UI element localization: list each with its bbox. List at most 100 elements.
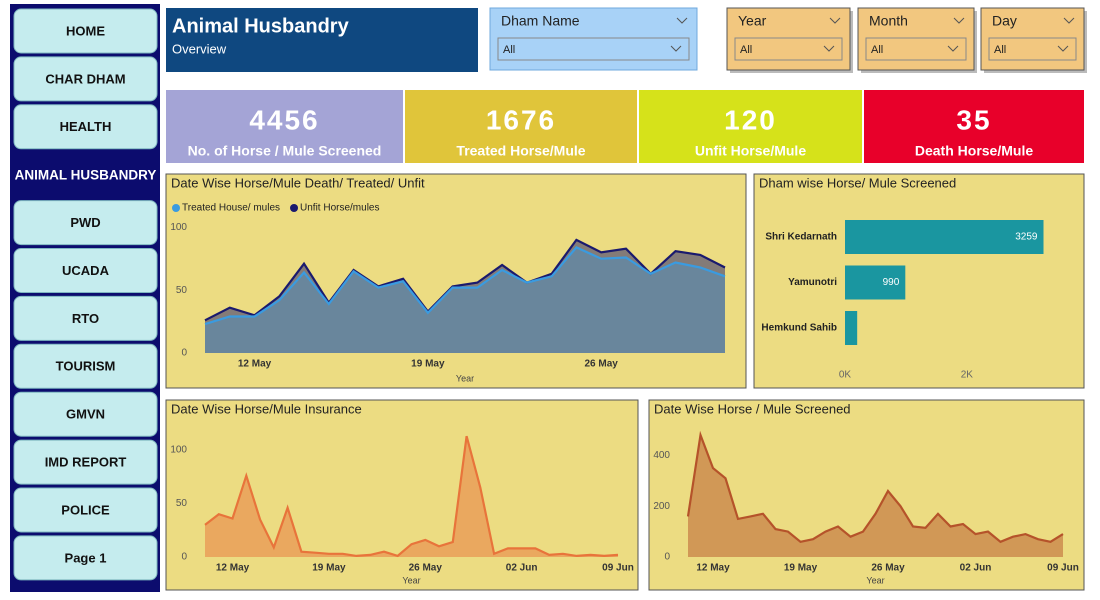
filter-label: Dham Name <box>501 13 580 29</box>
chevron <box>1063 17 1075 24</box>
value-label: 990 <box>883 277 900 288</box>
x-tick-label: 26 May <box>871 563 905 574</box>
filter-value[interactable]: All <box>871 44 883 56</box>
nav-label[interactable]: HEALTH <box>60 119 112 134</box>
area-fill <box>205 247 725 353</box>
y-tick-label: 0 <box>181 348 187 359</box>
kpi-card <box>864 90 1084 163</box>
y-tick-label: 50 <box>176 285 188 296</box>
y-tick-label: 0 <box>181 552 187 563</box>
nav-button[interactable] <box>13 343 158 389</box>
nav-label[interactable]: CHAR DHAM <box>45 71 125 86</box>
filter-dropdown[interactable] <box>865 37 967 61</box>
nav-button[interactable] <box>13 104 158 150</box>
x-tick-label: 12 May <box>216 563 250 574</box>
kpi-card <box>166 90 403 163</box>
category-label: Shri Kedarnath <box>765 232 837 243</box>
header-box <box>166 8 478 72</box>
x-tick-label: 19 May <box>312 563 346 574</box>
kpi-value: 4456 <box>249 104 319 135</box>
chart-title: Date Wise Horse / Mule Screened <box>654 401 851 416</box>
x-tick-label: 09 Jun <box>1047 563 1079 574</box>
kpi-label: Death Horse/Mule <box>915 143 1033 159</box>
kpi-value: 1676 <box>486 104 556 135</box>
nav-button[interactable] <box>13 56 158 102</box>
legend-label: Treated House/ mules <box>182 203 280 214</box>
chart-title: Date Wise Horse/Mule Death/ Treated/ Unf… <box>171 175 425 190</box>
kpi-value: 120 <box>724 104 777 135</box>
x-tick-label: 19 May <box>784 563 818 574</box>
nav-button[interactable] <box>13 391 158 437</box>
x-axis-label: Year <box>456 373 474 383</box>
y-tick-label: 100 <box>170 222 187 233</box>
chart-panel <box>165 399 639 591</box>
nav-button[interactable] <box>13 295 158 341</box>
y-tick-label: 100 <box>170 445 187 456</box>
kpi-card <box>405 90 637 163</box>
x-tick-label: 12 May <box>238 359 272 370</box>
filter-value[interactable]: All <box>503 44 515 56</box>
x-tick-label: 19 May <box>411 359 445 370</box>
legend-dot <box>290 204 299 212</box>
kpi-label: No. of Horse / Mule Screened <box>188 143 382 159</box>
kpi-card <box>639 90 862 163</box>
filter-value[interactable]: All <box>994 44 1006 56</box>
nav-button[interactable] <box>13 248 158 293</box>
filter-value[interactable]: All <box>740 44 752 56</box>
nav-button[interactable] <box>13 200 158 246</box>
y-tick-label: 50 <box>176 498 188 509</box>
bar <box>845 311 858 345</box>
chevron <box>1057 45 1069 52</box>
nav-label[interactable]: TOURISM <box>56 359 116 374</box>
chevron <box>829 17 841 24</box>
filter-dropdown[interactable] <box>734 37 843 61</box>
line <box>204 435 619 558</box>
nav-label[interactable]: HOME <box>66 23 105 38</box>
nav-label[interactable]: UCADA <box>62 263 110 278</box>
line <box>204 238 726 322</box>
filter-label: Year <box>738 13 767 29</box>
nav-button[interactable] <box>13 487 158 533</box>
y-tick-label: 200 <box>653 501 670 512</box>
filter-label: Month <box>869 13 908 29</box>
nav-label[interactable]: Page 1 <box>65 550 107 565</box>
x-tick-label: 12 May <box>696 563 730 574</box>
bar <box>845 265 906 300</box>
nav-button[interactable] <box>13 535 158 581</box>
nav-label[interactable]: POLICE <box>61 502 110 517</box>
nav-label[interactable]: GMVN <box>66 407 105 422</box>
area-fill <box>205 239 725 353</box>
chevron <box>823 45 835 52</box>
kpi-label: Unfit Horse/Mule <box>695 143 806 159</box>
legend-dot <box>172 204 180 212</box>
filter-dropdown[interactable] <box>988 37 1077 61</box>
chart-title: Dham wise Horse/ Mule Screened <box>759 175 956 190</box>
category-label: Hemkund Sahib <box>761 323 837 334</box>
nav-button[interactable] <box>13 439 158 485</box>
header-title: Animal Husbandry <box>172 15 350 37</box>
x-axis-label: Year <box>866 575 884 585</box>
nav-label[interactable]: ANIMAL HUSBANDRY <box>15 167 157 182</box>
category-label: Yamunotri <box>788 277 837 288</box>
value-label: 3259 <box>1015 232 1038 243</box>
y-tick-label: 400 <box>653 450 670 461</box>
filter-label: Day <box>992 13 1017 29</box>
x-tick-label: 26 May <box>409 563 443 574</box>
nav-label[interactable]: RTO <box>72 311 99 326</box>
x-axis-label: Year <box>402 575 420 585</box>
kpi-label: Treated Horse/Mule <box>456 143 585 159</box>
filter-dropdown[interactable] <box>497 37 690 61</box>
nav-label[interactable]: IMD REPORT <box>45 455 127 470</box>
x-tick-label: 0K <box>839 370 852 381</box>
area-fill <box>205 436 618 557</box>
nav-label[interactable]: PWD <box>70 215 100 230</box>
x-tick-label: 2K <box>961 370 974 381</box>
nav-button[interactable] <box>13 8 158 54</box>
x-tick-label: 26 May <box>585 359 619 370</box>
chevron <box>670 45 682 52</box>
bar <box>845 220 1044 254</box>
kpi-value: 35 <box>956 104 991 135</box>
x-tick-label: 02 Jun <box>960 563 992 574</box>
